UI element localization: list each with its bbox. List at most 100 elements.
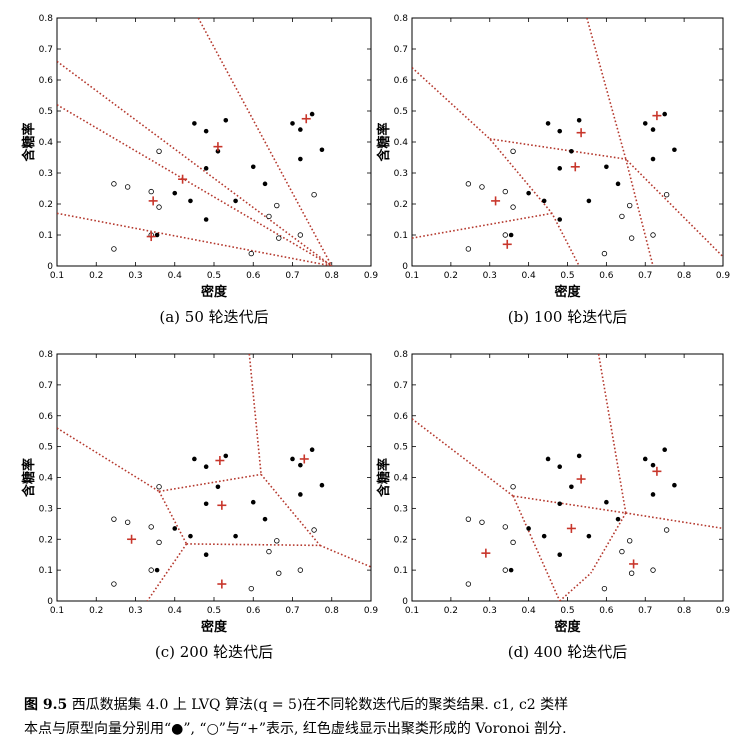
y-tick-label: 0.4 <box>39 138 54 148</box>
sample-point-c2 <box>601 250 608 257</box>
sample-point-c2 <box>627 538 633 544</box>
voronoi-boundaries <box>57 354 371 601</box>
sample-point-c1 <box>604 499 609 505</box>
sample-point-c1 <box>298 127 303 132</box>
sample-point-c1 <box>557 464 563 469</box>
y-tick-label: 0.2 <box>394 535 408 545</box>
sample-point-c1 <box>172 190 178 196</box>
sample-point-c2 <box>311 191 317 198</box>
subcaption: (d) 400 轮迭代后 <box>508 643 627 661</box>
sample-point-c1 <box>576 453 582 459</box>
sample-point-c1 <box>262 181 268 187</box>
sample-point-c2 <box>311 527 317 533</box>
x-tick-label: 0.2 <box>89 606 103 616</box>
y-tick-label: 0.2 <box>394 200 408 210</box>
subcaption: (b) 100 轮迭代后 <box>508 308 627 326</box>
sample-point-c1 <box>203 166 209 171</box>
x-tick-label: 0.3 <box>483 271 497 281</box>
sample-point-c2 <box>479 184 485 190</box>
sample-point-c1 <box>154 232 160 238</box>
sample-point-c1 <box>526 526 531 531</box>
y-tick-label: 0.4 <box>39 474 54 484</box>
voronoi-boundary <box>512 495 626 514</box>
sample-point-c2 <box>619 213 625 220</box>
x-tick-label: 0.7 <box>285 606 299 616</box>
y-tick-label: 0 <box>47 597 53 607</box>
sample-point-c1 <box>569 149 574 154</box>
sample-point-c1 <box>615 181 621 187</box>
sample-point-c1 <box>541 533 547 539</box>
sample-point-c2 <box>297 567 304 573</box>
figure-caption-label: 图 9.5 <box>24 697 68 713</box>
subcaption: (c) 200 轮迭代后 <box>155 643 273 661</box>
y-tick-label: 0.5 <box>39 443 53 453</box>
panel-b: 0.1 0.2 0.3 0.4 0.5 0.6 0.7 0.8 0.900.10.20.30.4… <box>376 14 730 326</box>
sample-point-c2 <box>111 516 117 522</box>
x-tick-label: 0.3 <box>128 606 142 616</box>
x-tick-label: 0.6 <box>246 606 261 616</box>
y-tick-label: 0.7 <box>39 381 53 391</box>
voronoi-boundaries <box>412 18 723 266</box>
x-axis-label: 密度 <box>553 284 581 300</box>
prototype-vector <box>178 174 188 184</box>
sample-point-c1 <box>223 118 229 123</box>
prototype-vector <box>217 579 227 589</box>
y-tick-label: 0.5 <box>39 107 53 117</box>
sample-point-c1 <box>250 164 256 170</box>
sample-point-c1 <box>569 484 574 490</box>
sample-point-c1 <box>672 147 677 153</box>
voronoi-boundary <box>158 491 188 545</box>
voronoi-boundary <box>586 18 723 258</box>
sample-point-c2 <box>502 232 508 238</box>
figure-caption-line1: 图 9.5 西瓜数据集 4.0 上 LVQ 算法(q = 5)在不同轮数迭代后的… <box>24 694 568 714</box>
sample-point-c1 <box>586 198 592 204</box>
prototype-vector <box>502 239 512 249</box>
y-tick-label: 0.6 <box>394 412 409 422</box>
y-tick-label: 0 <box>402 262 408 272</box>
plot-frame <box>411 353 724 602</box>
voronoi-boundary <box>512 495 561 601</box>
prototype-vector <box>213 142 223 152</box>
x-tick-label: 0.6 <box>599 606 614 616</box>
sample-point-c2 <box>510 204 516 210</box>
x-tick-label: 0.8 <box>677 606 692 616</box>
sample-point-c1 <box>557 501 563 507</box>
x-axis-label: 密度 <box>200 619 228 635</box>
prototype-vector <box>481 548 491 558</box>
voronoi-boundary <box>559 572 592 601</box>
sample-point-c2 <box>111 246 117 252</box>
sample-point-c1 <box>541 198 547 204</box>
sample-point-c2 <box>502 188 508 195</box>
x-tick-label: 0.1 <box>405 271 419 281</box>
sample-point-c2 <box>266 548 272 555</box>
y-tick-label: 0.6 <box>39 76 54 86</box>
sample-point-c1 <box>662 111 667 117</box>
sample-point-c2 <box>628 570 635 576</box>
sample-point-c2 <box>276 570 282 576</box>
sample-point-c1 <box>319 147 325 153</box>
y-tick-label: 0.6 <box>394 76 409 86</box>
sample-point-c2 <box>156 484 162 490</box>
y-tick-label: 0.3 <box>394 504 408 514</box>
y-tick-label: 0.2 <box>39 535 53 545</box>
sample-point-c1 <box>309 447 315 453</box>
sample-point-c1 <box>203 217 209 222</box>
sample-point-c1 <box>557 552 563 557</box>
prototype-vector <box>652 466 662 476</box>
prototype-vector <box>576 474 586 484</box>
y-tick-label: 0.1 <box>394 566 408 576</box>
sample-point-c2 <box>274 202 280 209</box>
y-tick-label: 0.7 <box>394 381 408 391</box>
sample-point-c1 <box>215 149 221 154</box>
y-tick-label: 0.3 <box>394 169 408 179</box>
sample-point-c2 <box>148 188 154 195</box>
x-tick-label: 0.7 <box>638 271 652 281</box>
voronoi-boundary <box>197 18 333 266</box>
y-tick-label: 0.5 <box>394 107 408 117</box>
x-tick-label: 0.5 <box>207 271 221 281</box>
x-tick-label: 0.8 <box>325 271 340 281</box>
sample-point-c2 <box>510 148 516 154</box>
sample-point-c2 <box>510 484 516 490</box>
voronoi-boundary <box>590 512 627 574</box>
y-tick-label: 0.1 <box>39 566 53 576</box>
